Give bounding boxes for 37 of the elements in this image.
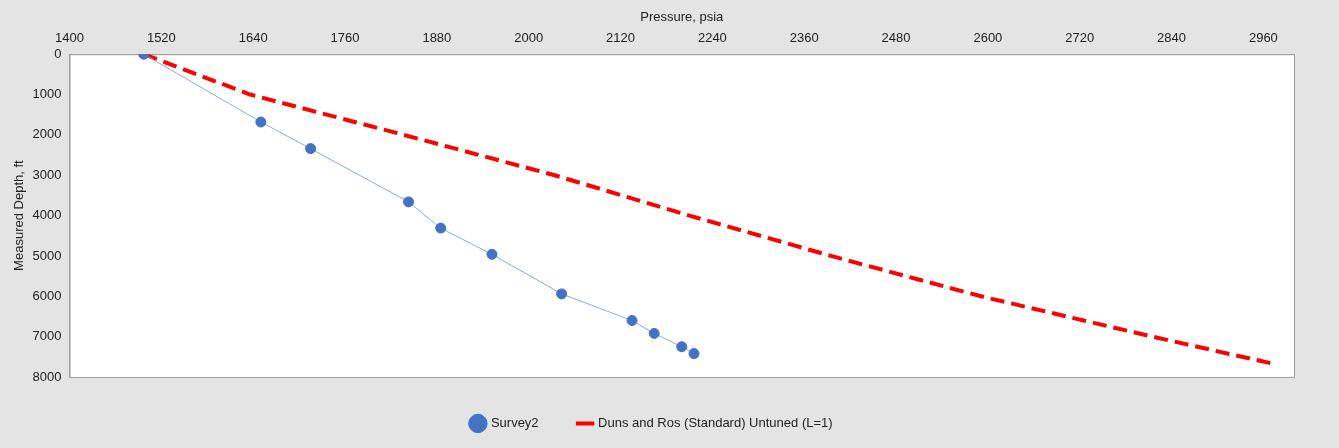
x-tick-label: 2120 xyxy=(606,29,635,45)
x-tick-label: 2840 xyxy=(1157,29,1187,45)
point xyxy=(403,196,415,208)
y-tick-label: 5000 xyxy=(32,247,62,263)
x-tick-label: 2000 xyxy=(514,29,544,45)
x-tick-label: 2360 xyxy=(789,29,819,45)
legend-label: Duns and Ros (Standard) Untuned (L=1) xyxy=(598,415,833,431)
x-tick-label: 2720 xyxy=(1065,29,1095,45)
y-tick-label: 8000 xyxy=(32,368,62,384)
legend-label: Survey2 xyxy=(490,415,539,431)
y-tick-label: 6000 xyxy=(32,287,62,303)
y-tick-label: 3000 xyxy=(32,166,62,182)
x-tick-label: 1640 xyxy=(238,29,268,45)
x-tick-label: 2960 xyxy=(1248,29,1278,45)
y-tick-label: 7000 xyxy=(32,328,62,344)
point xyxy=(688,348,700,360)
y-tick-label: 0 xyxy=(54,45,62,61)
point xyxy=(255,116,267,128)
y-tick-label: 1000 xyxy=(32,86,62,102)
x-tick-label: 2240 xyxy=(697,29,727,45)
x-axis-title: Pressure, psia xyxy=(640,9,725,25)
x-tick-label: 2600 xyxy=(973,29,1003,45)
y-tick-label: 4000 xyxy=(32,207,62,223)
point xyxy=(556,288,568,300)
x-tick-label: 1520 xyxy=(146,29,176,45)
x-tick-label: 1880 xyxy=(422,29,452,45)
x-tick-label: 1760 xyxy=(330,29,360,45)
point xyxy=(305,143,317,155)
point xyxy=(626,315,638,327)
y-tick-label: 2000 xyxy=(32,126,62,142)
point xyxy=(648,327,660,339)
x-tick-label: 2480 xyxy=(881,29,911,45)
y-axis-title: Measured Depth, ft xyxy=(11,159,27,271)
x-tick-label: 1400 xyxy=(55,29,84,45)
point xyxy=(435,222,447,234)
point xyxy=(676,341,688,353)
point xyxy=(486,248,498,260)
